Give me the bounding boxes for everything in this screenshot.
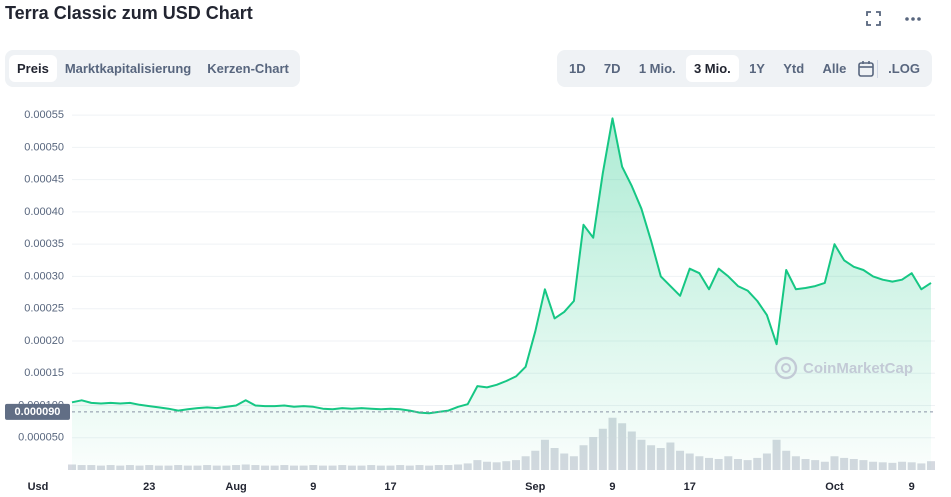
toggle-button[interactable]: 1 Mio. (638, 61, 676, 76)
x-tick-label: 9 (609, 481, 615, 493)
y-tick-label: 0.00050 (24, 141, 64, 153)
watermark-logo (774, 356, 798, 380)
y-tick-label: 0.00035 (24, 238, 64, 250)
currency-label: Usd (28, 481, 49, 493)
x-tick-label: 9 (310, 481, 316, 493)
x-tick-label: 23 (143, 481, 155, 493)
current-price-label: 0.000090 (15, 406, 61, 418)
y-tick-label: 0.00020 (24, 335, 64, 347)
watermark: CoinMarketCap (803, 360, 913, 377)
separator (876, 59, 878, 78)
y-tick-label: 0.00025 (24, 303, 64, 315)
y-tick-label: 0.00015 (24, 367, 64, 379)
chart-title: Terra Classic zum USD Chart (5, 3, 253, 23)
toggle-button[interactable]: 1Y (749, 61, 765, 76)
range-group: 1D 7D 1 Mio. 3 Mio. 1Y Ytd Alle .LOG (557, 50, 932, 87)
price-area (72, 118, 931, 471)
toggle-button[interactable]: Ytd (783, 61, 805, 76)
y-tick-label: 0.00055 (24, 109, 64, 121)
x-tick-label: Aug (225, 481, 246, 493)
x-tick-label: Sep (525, 481, 545, 493)
y-tick-label: 0.00030 (24, 270, 64, 282)
toggle-button[interactable]: 3 Mio. (685, 55, 739, 82)
x-tick-label: Oct (825, 481, 844, 493)
toggle-button[interactable]: 7D (603, 61, 621, 76)
toggle-button[interactable]: Alle (822, 61, 847, 76)
fullscreen-icon[interactable] (866, 11, 881, 26)
x-tick-label: 17 (684, 481, 696, 493)
toggle-button[interactable]: .LOG (888, 61, 920, 76)
price-line (71, 117, 932, 415)
toggle-button[interactable]: Marktkapitalisierung (64, 61, 192, 76)
y-tick-label: 0.00040 (24, 206, 64, 218)
toggle-button[interactable]: Kerzen-Chart (207, 61, 289, 76)
current-price-tag (5, 403, 70, 420)
more-icon[interactable] (905, 17, 921, 21)
toolbar-icons (866, 11, 921, 26)
toggle-button[interactable]: 1D (569, 61, 586, 76)
calendar-icon[interactable] (857, 60, 875, 78)
tab-group: Preis Marktkapitalisierung Kerzen-Chart (5, 50, 300, 87)
toggle-button[interactable]: Preis (9, 55, 57, 82)
x-tick-label: 17 (384, 481, 396, 493)
x-tick-label: 9 (909, 481, 915, 493)
y-tick-label: 0.000050 (18, 432, 64, 444)
y-tick-label: 0.00045 (24, 174, 64, 186)
